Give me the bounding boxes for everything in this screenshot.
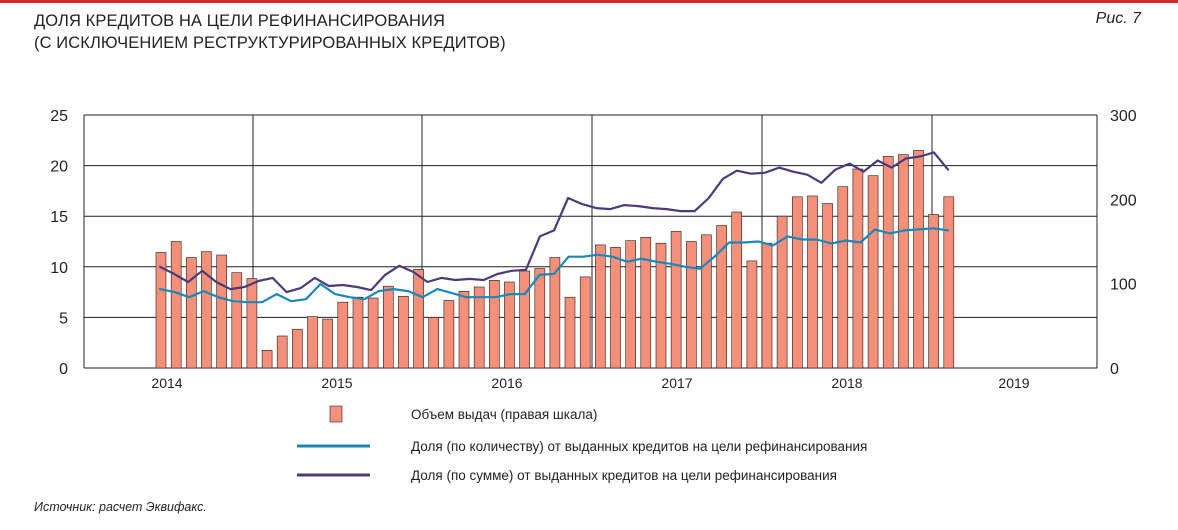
volume-bar	[352, 296, 364, 369]
y-left-tick-label: 20	[50, 159, 68, 176]
volume-bar	[382, 285, 394, 369]
y-left-tick-label: 5	[59, 310, 68, 327]
volume-bar	[776, 215, 788, 369]
count-share-line	[158, 227, 950, 304]
volume-bar	[761, 242, 773, 369]
volume-bar	[307, 316, 318, 369]
volume-bar	[595, 244, 606, 369]
volume-bar	[943, 196, 955, 369]
volume-bar	[670, 231, 682, 369]
volume-bar	[579, 276, 591, 369]
y-right-tick-label: 300	[1110, 108, 1137, 125]
volume-bar	[867, 175, 879, 369]
volume-bar	[746, 260, 758, 369]
x-tick-label: 2019	[998, 375, 1029, 391]
legend-bar-swatch	[329, 405, 343, 423]
volume-bar	[625, 240, 637, 369]
volume-bar	[337, 301, 349, 369]
chart-title: ДОЛЯ КРЕДИТОВ НА ЦЕЛИ РЕФИНАНСИРОВАНИЯ (…	[34, 10, 506, 54]
volume-bar	[186, 257, 197, 369]
volume-bar	[610, 247, 621, 369]
volume-bar	[231, 272, 243, 369]
volume-bar	[413, 268, 424, 369]
volume-bar	[913, 150, 924, 369]
y-right-tick-label: 200	[1110, 192, 1137, 209]
top-accent-rule	[0, 0, 1178, 3]
volume-bar	[640, 237, 652, 369]
y-left-tick-label: 10	[50, 260, 68, 277]
volume-bar	[155, 252, 167, 369]
volume-bar	[822, 203, 833, 369]
x-tick-label: 2017	[661, 375, 692, 391]
volume-bar	[807, 195, 818, 369]
x-tick-label: 2016	[491, 375, 522, 391]
y-right-tick-label: 0	[1110, 361, 1119, 378]
volume-bar	[488, 279, 500, 369]
volume-bar	[322, 318, 333, 369]
volume-bar	[898, 154, 909, 369]
volume-bar	[170, 241, 182, 369]
y-left-tick-label: 0	[59, 361, 68, 378]
volume-bar	[216, 254, 227, 369]
volume-bar	[716, 225, 727, 369]
legend-label: Объем выдач (правая шкала)	[411, 407, 597, 422]
x-tick-label: 2015	[321, 375, 352, 391]
chart-title-line-2: (С ИСКЛЮЧЕНИЕМ РЕСТРУКТУРИРОВАННЫХ КРЕДИ…	[34, 34, 506, 52]
volume-bar	[564, 296, 576, 369]
volume-bar	[549, 257, 561, 369]
volume-bar	[261, 349, 273, 369]
volume-bar	[928, 214, 939, 369]
x-tick-label: 2018	[831, 375, 862, 391]
volume-bar	[246, 278, 258, 369]
chart-axes: 0 5 10 15 20 25 0 100 200 300 2014 2015 2016 2017 2018…	[50, 108, 1137, 391]
volume-bar	[882, 156, 894, 369]
y-left-tick-label: 15	[50, 209, 68, 226]
chart-lines	[158, 151, 950, 304]
volume-bar	[519, 270, 530, 369]
sum-share-line	[158, 151, 950, 294]
volume-bar	[701, 234, 712, 369]
volume-bar	[276, 335, 288, 369]
y-left-tick-label: 25	[50, 108, 68, 125]
volume-bar	[201, 251, 212, 369]
legend-label: Доля (по сумме) от выданных кредитов на …	[411, 468, 837, 483]
chart-bars	[155, 150, 955, 369]
figure-label: Рис. 7	[1095, 10, 1141, 27]
chart: 0 5 10 15 20 25 0 100 200 300 2014 2015 2016 2017 2018…	[50, 108, 1137, 483]
chart-legend: Объем выдач (правая шкала) Доля (по колич…	[297, 405, 867, 483]
volume-bar	[443, 300, 455, 369]
volume-bar	[837, 186, 849, 369]
volume-bar	[458, 290, 470, 369]
volume-bar	[791, 196, 803, 369]
y-right-tick-label: 100	[1110, 277, 1137, 294]
volume-bar	[367, 297, 379, 369]
volume-bar	[534, 268, 546, 369]
volume-bar	[852, 168, 864, 369]
volume-bar	[655, 242, 667, 369]
x-tick-label: 2014	[151, 375, 182, 391]
legend-label: Доля (по количеству) от выданных кредито…	[411, 439, 867, 454]
volume-bar	[473, 286, 485, 369]
volume-bar	[504, 281, 515, 369]
volume-bar	[428, 317, 440, 369]
source-note: Источник: расчет Эквифакс.	[34, 500, 207, 514]
volume-bar	[685, 241, 697, 369]
volume-bar	[292, 328, 303, 369]
chart-title-line-1: ДОЛЯ КРЕДИТОВ НА ЦЕЛИ РЕФИНАНСИРОВАНИЯ	[34, 12, 446, 30]
volume-bar	[731, 211, 743, 369]
volume-bar	[398, 295, 409, 369]
